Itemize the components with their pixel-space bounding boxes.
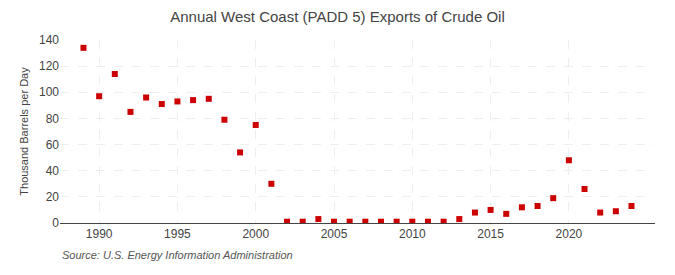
- svg-text:60: 60: [46, 138, 60, 152]
- svg-text:2000: 2000: [242, 227, 269, 241]
- svg-text:Thousand Barrels per Day: Thousand Barrels per Day: [18, 67, 30, 196]
- svg-text:2015: 2015: [477, 227, 504, 241]
- svg-text:20: 20: [46, 190, 60, 204]
- svg-text:100: 100: [39, 85, 59, 99]
- svg-text:1990: 1990: [86, 227, 113, 241]
- svg-text:80: 80: [46, 112, 60, 126]
- svg-text:Source: U.S. Energy Informatio: Source: U.S. Energy Information Administ…: [62, 249, 293, 261]
- svg-text:2005: 2005: [321, 227, 348, 241]
- svg-text:2010: 2010: [399, 227, 426, 241]
- svg-text:140: 140: [39, 33, 59, 47]
- svg-text:2020: 2020: [556, 227, 583, 241]
- svg-text:Annual West Coast (PADD 5) Exp: Annual West Coast (PADD 5) Exports of Cr…: [170, 8, 505, 25]
- svg-text:120: 120: [39, 59, 59, 73]
- svg-text:0: 0: [52, 216, 59, 230]
- svg-text:1995: 1995: [164, 227, 191, 241]
- svg-text:40: 40: [46, 164, 60, 178]
